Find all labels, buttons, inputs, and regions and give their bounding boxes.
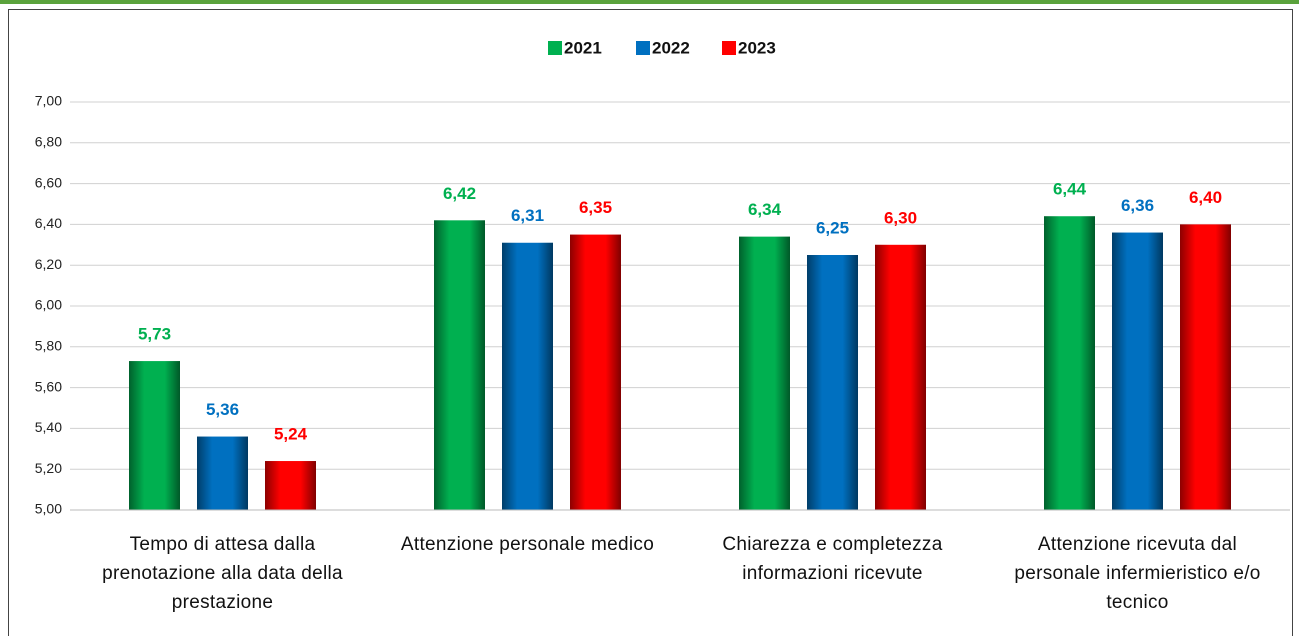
- data-label: 6,30: [884, 208, 917, 227]
- bar-shade: [807, 255, 858, 510]
- bar-shade: [1044, 216, 1095, 511]
- data-label: 5,73: [138, 325, 171, 344]
- data-label: 6,44: [1053, 180, 1087, 199]
- bar-shade: [434, 220, 485, 510]
- legend-swatch: [636, 41, 650, 55]
- bar-shade: [265, 461, 316, 510]
- bar-shade: [1112, 232, 1163, 510]
- legend-swatch: [722, 41, 736, 55]
- y-tick-label: 6,60: [35, 174, 62, 190]
- data-label: 6,25: [816, 218, 849, 237]
- x-tick-label: Tempo di attesa dalla prenotazione alla …: [102, 534, 343, 613]
- y-tick-label: 5,80: [35, 338, 62, 354]
- legend-label: 2021: [564, 38, 602, 57]
- data-label: 6,36: [1121, 196, 1154, 215]
- top-band: [0, 0, 1299, 4]
- legend-label: 2022: [652, 38, 690, 57]
- y-tick-label: 5,60: [35, 378, 62, 394]
- bar-shade: [570, 234, 621, 510]
- y-tick-label: 6,00: [35, 297, 62, 313]
- bar-shade: [1180, 224, 1231, 510]
- data-label: 5,24: [274, 425, 308, 444]
- y-tick-label: 6,40: [35, 215, 62, 231]
- legend-label: 2023: [738, 38, 776, 57]
- data-label: 6,35: [579, 198, 612, 217]
- y-tick-label: 5,00: [35, 501, 62, 517]
- legend-swatch: [548, 41, 562, 55]
- x-tick-label: Attenzione personale medico: [400, 534, 655, 555]
- data-label: 6,31: [511, 206, 544, 225]
- x-tick-label: Attenzione ricevuta dal personale inferm…: [1014, 534, 1261, 613]
- bar-shade: [739, 236, 790, 510]
- x-tick-label: Chiarezza e completezza informazioni ric…: [722, 534, 943, 584]
- data-label: 5,36: [206, 400, 239, 419]
- y-tick-label: 5,20: [35, 460, 62, 476]
- bar-shade: [875, 244, 926, 511]
- bar-shade: [129, 361, 180, 510]
- y-tick-label: 6,20: [35, 256, 62, 272]
- data-label: 6,42: [443, 184, 476, 203]
- y-tick-label: 7,00: [35, 93, 62, 109]
- data-label: 6,34: [748, 200, 782, 219]
- data-label: 6,40: [1189, 188, 1222, 207]
- y-tick-label: 6,80: [35, 134, 62, 150]
- bar-shade: [197, 436, 248, 510]
- y-tick-label: 5,40: [35, 419, 62, 435]
- bar-shade: [502, 242, 553, 510]
